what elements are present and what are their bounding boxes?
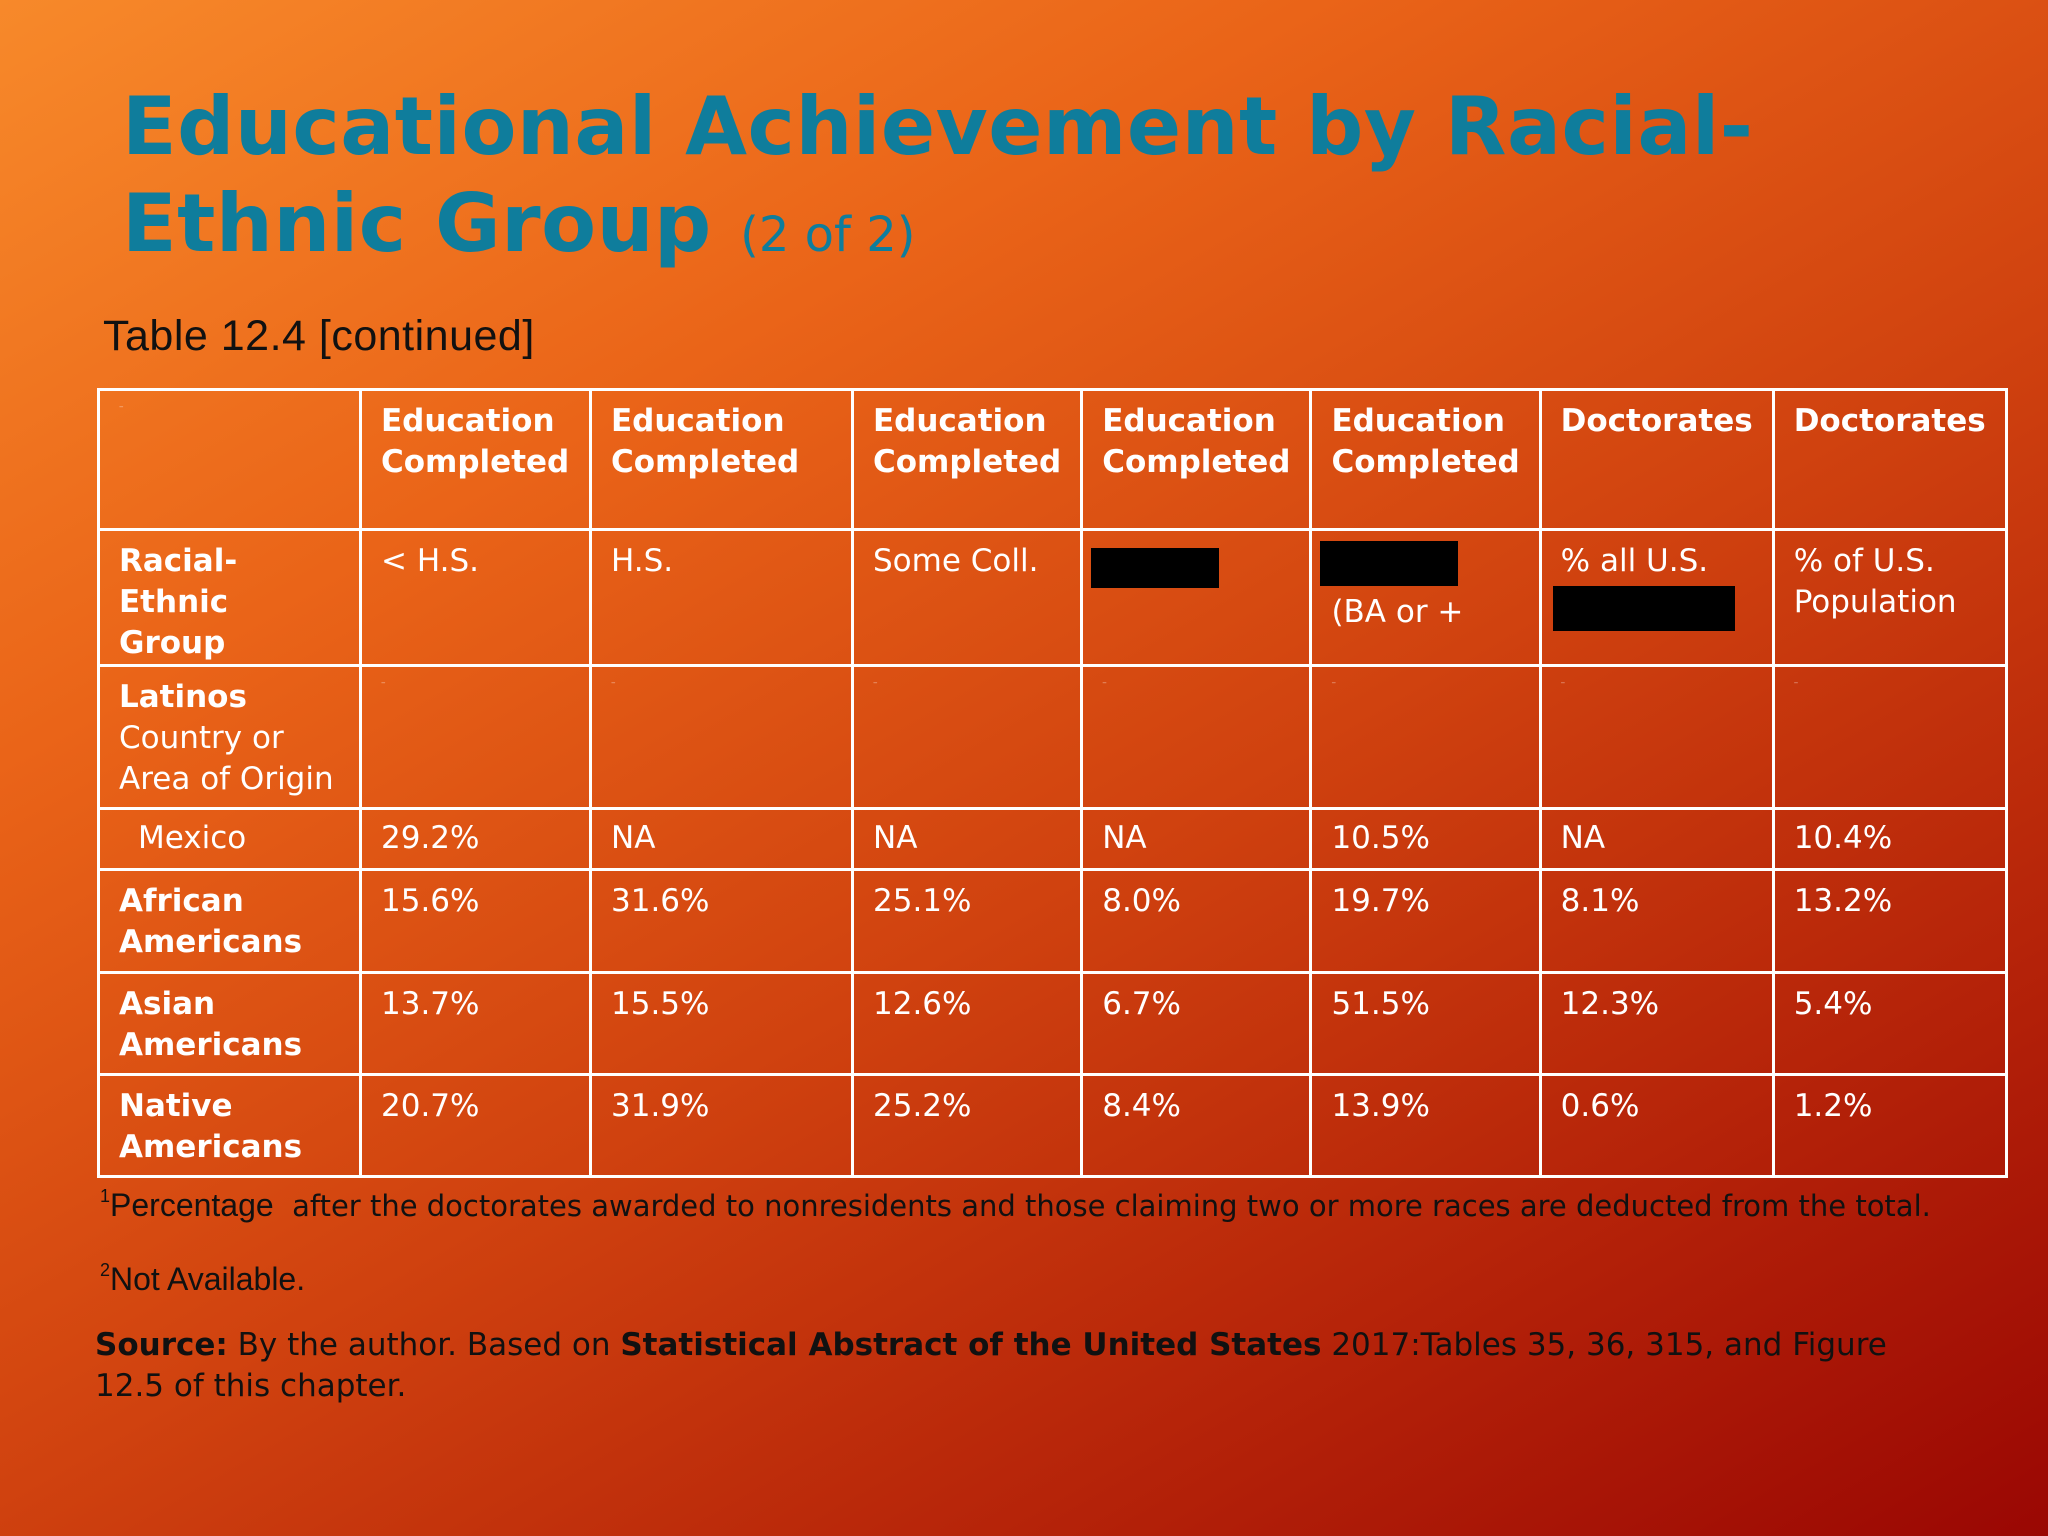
source-publication-title: Statistical Abstract of the United State… (620, 1327, 1322, 1363)
source-label: Source: (95, 1327, 228, 1363)
value-cell: 15.5% (589, 971, 854, 1076)
source-text-part-1: By the author. Based on (237, 1327, 611, 1363)
group-header-cell: Education Completed (850, 388, 1084, 531)
value-cell: 12.6% (850, 971, 1084, 1076)
value-cell: NA (850, 807, 1084, 871)
subheader-cell: Some Coll. (850, 528, 1084, 667)
subheader-cell: % all U.S. (1538, 528, 1775, 667)
redaction-box (1552, 586, 1735, 631)
empty-cell: – (359, 664, 592, 810)
subheader-cell: < H.S. (359, 528, 592, 667)
subheader-cell-text: (BA or + (1331, 594, 1464, 630)
value-cell: 13.7% (359, 971, 592, 1076)
value-cell: NA (589, 807, 854, 871)
subheader-cell: % of U.S. Population (1771, 528, 2008, 667)
value-cell: 31.9% (589, 1073, 854, 1178)
footnote-1: 1Percentage after the doctorates awarded… (100, 1186, 1931, 1224)
empty-cell: – (1309, 664, 1542, 810)
subheader-cell-redacted (1080, 528, 1313, 667)
value-cell: 10.5% (1309, 807, 1542, 871)
empty-cell: – (850, 664, 1084, 810)
value-cell: 13.2% (1771, 868, 2008, 974)
value-cell: 12.3% (1538, 971, 1775, 1076)
subheader-cell: H.S. (589, 528, 854, 667)
footnote-2: 2Not Available. (100, 1260, 305, 1298)
footnote-1-lead: Percentage (110, 1187, 274, 1223)
value-cell: 19.7% (1309, 868, 1542, 974)
subheader-cell-text: % all U.S. (1560, 543, 1709, 579)
value-cell: 25.2% (850, 1073, 1084, 1178)
source-text-part-2: 2017:Tables 35, 36, 315, and Figure 12.5… (95, 1327, 1887, 1404)
empty-cell: – (1771, 664, 2008, 810)
table-caption: Table 12.4 [continued] (103, 312, 535, 360)
subheader-row-label: Racial-Ethnic Group (97, 528, 362, 667)
slide-title-main: Educational Achievement by Racial-Ethnic… (122, 80, 1754, 270)
empty-cell: – (1538, 664, 1775, 810)
subheader-cell: (BA or + (1309, 528, 1542, 667)
value-cell: 6.7% (1080, 971, 1313, 1076)
group-header-cell: Education Completed (359, 388, 592, 531)
footnote-1-text: after the doctorates awarded to nonresid… (292, 1189, 1931, 1223)
header-corner-cell: – (97, 388, 362, 531)
value-cell: 20.7% (359, 1073, 592, 1178)
slide-title: Educational Achievement by Racial-Ethnic… (122, 78, 1942, 284)
value-cell: 5.4% (1771, 971, 2008, 1076)
footnote-2-text: Not Available. (110, 1261, 306, 1297)
group-header-cell: Doctorates (1771, 388, 2008, 531)
table-subheader-row: Racial-Ethnic Group < H.S. H.S. Some Col… (97, 528, 2008, 667)
row-label: Mexico (97, 807, 362, 871)
empty-cell: – (589, 664, 854, 810)
footnote-2-marker: 2 (100, 1260, 111, 1280)
row-label: African Americans (97, 868, 362, 974)
value-cell: 25.1% (850, 868, 1084, 974)
value-cell: 51.5% (1309, 971, 1542, 1076)
table-row: African Americans 15.6% 31.6% 25.1% 8.0%… (97, 868, 2008, 974)
row-label-cell: Latinos Country or Area of Origin (97, 664, 362, 810)
value-cell: 29.2% (359, 807, 592, 871)
value-cell: 31.6% (589, 868, 854, 974)
row-sublabel: Country or Area of Origin (119, 720, 334, 797)
value-cell: NA (1538, 807, 1775, 871)
footnote-1-marker: 1 (100, 1186, 111, 1206)
value-cell: 15.6% (359, 868, 592, 974)
group-header-cell: Education Completed (589, 388, 854, 531)
value-cell: 13.9% (1309, 1073, 1542, 1178)
group-header-cell: Doctorates (1538, 388, 1775, 531)
redaction-box (1320, 541, 1459, 586)
value-cell: 0.6% (1538, 1073, 1775, 1178)
value-cell: 8.0% (1080, 868, 1313, 974)
source-citation: Source: By the author. Based on Statisti… (95, 1325, 1955, 1407)
empty-cell: – (1080, 664, 1313, 810)
group-header-cell: Education Completed (1309, 388, 1542, 531)
table-row: Mexico 29.2% NA NA NA 10.5% NA 10.4% (97, 807, 2008, 871)
slide-title-part-indicator: (2 of 2) (740, 207, 916, 263)
value-cell: 1.2% (1771, 1073, 2008, 1178)
value-cell: 10.4% (1771, 807, 2008, 871)
table-row-latinos: Latinos Country or Area of Origin – – – … (97, 664, 2008, 810)
table-row: Asian Americans 13.7% 15.5% 12.6% 6.7% 5… (97, 971, 2008, 1076)
value-cell: 8.1% (1538, 868, 1775, 974)
row-label: Asian Americans (97, 971, 362, 1076)
redaction-box (1091, 548, 1220, 588)
group-header-cell: Education Completed (1080, 388, 1313, 531)
table-group-header-row: – Education Completed Education Complete… (97, 388, 2008, 531)
row-label: Latinos (119, 679, 247, 715)
education-table: – Education Completed Education Complete… (97, 388, 2008, 1178)
value-cell: 8.4% (1080, 1073, 1313, 1178)
table-row: Native Americans 20.7% 31.9% 25.2% 8.4% … (97, 1073, 2008, 1178)
value-cell: NA (1080, 807, 1313, 871)
row-label: Native Americans (97, 1073, 362, 1178)
